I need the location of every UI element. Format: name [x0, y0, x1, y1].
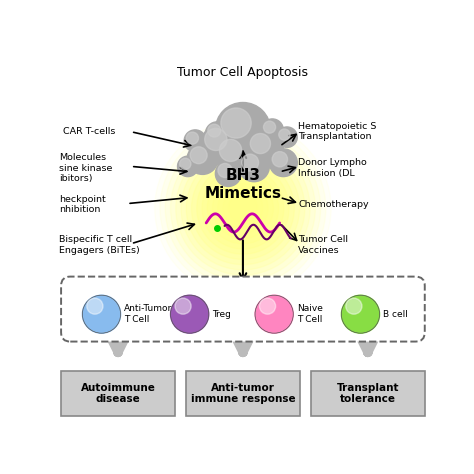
Circle shape [181, 147, 305, 270]
Text: Donor Lympho
Infusion (DL: Donor Lympho Infusion (DL [298, 158, 367, 178]
Circle shape [180, 158, 191, 169]
Circle shape [186, 132, 199, 144]
Circle shape [255, 295, 293, 333]
Circle shape [264, 121, 275, 133]
Circle shape [212, 178, 273, 238]
Circle shape [277, 127, 297, 147]
Text: Molecules
sine kinase
ibitors): Molecules sine kinase ibitors) [59, 153, 113, 183]
FancyBboxPatch shape [61, 371, 175, 416]
Text: CAR T-cells: CAR T-cells [63, 127, 115, 136]
Text: Transplant
tolerance: Transplant tolerance [337, 383, 399, 404]
Circle shape [82, 295, 120, 333]
Circle shape [208, 124, 221, 137]
Text: Anti-tumor
immune response: Anti-tumor immune response [191, 383, 295, 404]
Circle shape [191, 157, 294, 259]
Circle shape [269, 149, 297, 177]
Circle shape [205, 128, 227, 151]
Circle shape [160, 126, 326, 291]
Text: Anti-Tumor
T Cell: Anti-Tumor T Cell [124, 304, 173, 324]
Circle shape [178, 156, 198, 177]
Text: Bispecific T cell
Engagers (BiTEs): Bispecific T cell Engagers (BiTEs) [59, 235, 140, 255]
Circle shape [176, 142, 310, 275]
Circle shape [259, 298, 275, 314]
Circle shape [215, 102, 271, 157]
FancyBboxPatch shape [311, 371, 425, 416]
Circle shape [165, 131, 320, 285]
FancyBboxPatch shape [61, 277, 425, 342]
Circle shape [223, 189, 263, 228]
Text: Hematopoietic S
Transplantation: Hematopoietic S Transplantation [298, 122, 376, 141]
Text: Tumor Cell
Vaccines: Tumor Cell Vaccines [298, 235, 348, 255]
Circle shape [228, 194, 258, 223]
Circle shape [272, 152, 288, 167]
Circle shape [207, 173, 279, 244]
Circle shape [186, 152, 300, 264]
Circle shape [171, 137, 315, 280]
Circle shape [201, 124, 241, 164]
Text: BH3
Mimetics: BH3 Mimetics [204, 168, 282, 201]
Circle shape [218, 183, 268, 233]
Circle shape [346, 298, 362, 314]
Circle shape [219, 139, 242, 162]
FancyBboxPatch shape [186, 371, 300, 416]
Circle shape [221, 108, 251, 138]
Text: Autoimmune
disease: Autoimmune disease [81, 383, 155, 404]
Circle shape [155, 121, 331, 296]
Circle shape [261, 119, 283, 141]
Text: Naive
T Cell: Naive T Cell [297, 304, 323, 324]
Circle shape [190, 147, 207, 164]
Circle shape [341, 295, 380, 333]
Circle shape [202, 168, 284, 249]
Text: Treg: Treg [212, 310, 231, 319]
Text: heckpoint
nhibition: heckpoint nhibition [59, 195, 106, 214]
Circle shape [187, 144, 218, 174]
Circle shape [215, 136, 256, 175]
Circle shape [171, 295, 209, 333]
Circle shape [238, 151, 269, 182]
Text: Chemotherapy: Chemotherapy [298, 200, 369, 209]
Circle shape [197, 163, 289, 254]
Circle shape [215, 161, 241, 186]
Circle shape [205, 122, 229, 145]
Circle shape [250, 134, 271, 154]
Text: Tumor Cell Apoptosis: Tumor Cell Apoptosis [177, 66, 309, 79]
Circle shape [279, 129, 290, 140]
Circle shape [246, 130, 283, 166]
Circle shape [242, 154, 259, 171]
Circle shape [184, 130, 206, 152]
Circle shape [218, 164, 232, 177]
Circle shape [175, 298, 191, 314]
Text: B cell: B cell [383, 310, 408, 319]
Circle shape [87, 298, 103, 314]
